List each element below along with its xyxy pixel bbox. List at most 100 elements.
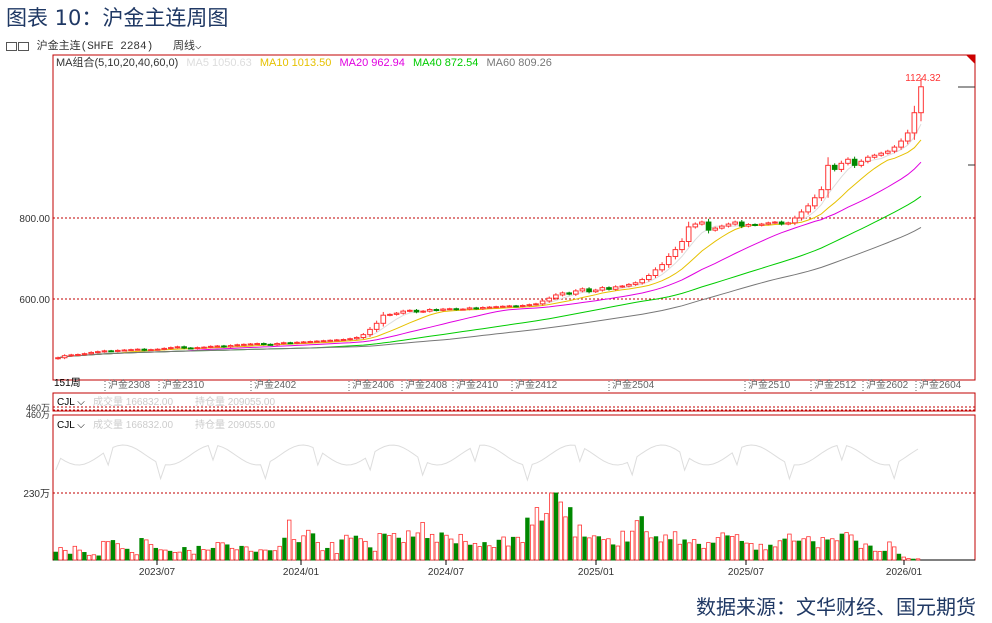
candle-body bbox=[553, 294, 559, 299]
volume-bar bbox=[787, 533, 792, 561]
volume-bar bbox=[77, 549, 82, 561]
volume-bar bbox=[739, 540, 744, 561]
candle-body bbox=[579, 288, 586, 292]
volume-bar bbox=[287, 519, 292, 561]
candle-body bbox=[679, 240, 685, 251]
candle-body bbox=[433, 309, 440, 312]
candle-body bbox=[168, 347, 174, 350]
candle-body bbox=[128, 349, 134, 352]
volume-bar bbox=[763, 549, 768, 561]
volume-bar bbox=[468, 544, 473, 561]
candle-body bbox=[486, 306, 493, 309]
candle-body bbox=[360, 334, 367, 338]
candle-body bbox=[466, 307, 473, 310]
candle-body bbox=[612, 286, 619, 290]
volume-bar bbox=[510, 536, 516, 561]
volume-bar bbox=[906, 558, 911, 561]
volume-bar bbox=[377, 533, 382, 561]
candle-body bbox=[75, 353, 81, 356]
ma10-line bbox=[57, 139, 922, 359]
candle-body bbox=[300, 341, 307, 344]
volume-bar bbox=[291, 539, 297, 561]
candle-body bbox=[619, 285, 626, 288]
volume-bar bbox=[653, 536, 659, 561]
candle-body bbox=[732, 221, 738, 225]
candle-body bbox=[347, 338, 353, 341]
candle-body bbox=[911, 112, 918, 134]
candle-body bbox=[506, 305, 513, 308]
volume-bar bbox=[682, 539, 687, 561]
candle-body bbox=[161, 347, 168, 350]
candle-body bbox=[221, 345, 227, 348]
candle-body bbox=[765, 222, 772, 225]
candle-body bbox=[845, 158, 851, 164]
volume-bar bbox=[272, 550, 278, 561]
corner-marker bbox=[966, 55, 975, 64]
volume-bar bbox=[591, 535, 597, 561]
ma20-label: MA20 962.94 bbox=[339, 57, 405, 69]
candle-body bbox=[413, 309, 420, 313]
ma-indicator-bar: MA组合(5,10,20,40,60,0) MA5 1050.63 MA10 1… bbox=[56, 54, 557, 70]
volume-bar bbox=[696, 543, 702, 561]
candle-body bbox=[480, 307, 486, 310]
volume-bar bbox=[415, 532, 421, 561]
volume-bar bbox=[715, 537, 721, 561]
volume-bar bbox=[315, 542, 320, 561]
candle-body bbox=[606, 287, 612, 290]
volume-bar bbox=[534, 507, 540, 561]
last-price-label: 1124.32 bbox=[905, 73, 941, 84]
candle-body bbox=[327, 339, 334, 342]
candle-body bbox=[68, 354, 75, 357]
volume-bar bbox=[825, 539, 830, 561]
candle-body bbox=[725, 223, 732, 227]
ma-group-label[interactable]: MA组合(5,10,20,40,60,0) bbox=[56, 57, 179, 69]
candle-body bbox=[320, 340, 327, 343]
volume-bar bbox=[525, 517, 530, 561]
volume-bar bbox=[768, 544, 773, 561]
volume-bar bbox=[710, 542, 716, 561]
candle-body bbox=[566, 292, 572, 295]
volume-bar bbox=[520, 542, 525, 561]
volume-bar bbox=[630, 530, 635, 561]
x-tick-label: 2025/07 bbox=[728, 567, 765, 578]
ma5-line bbox=[57, 123, 922, 359]
candle-body bbox=[174, 346, 181, 349]
volume-bar bbox=[453, 543, 459, 561]
volume-bar bbox=[234, 549, 239, 561]
candle-body bbox=[234, 344, 241, 347]
candle-body bbox=[805, 205, 811, 213]
volume-bar bbox=[644, 531, 649, 561]
volume-bar bbox=[172, 552, 178, 561]
ma60-label: MA60 809.26 bbox=[486, 57, 552, 69]
candle-body bbox=[61, 355, 68, 359]
period-selector[interactable]: 周线⌵ bbox=[173, 41, 202, 53]
volume-bar bbox=[101, 540, 106, 561]
candle-body bbox=[241, 343, 247, 346]
volume-bar bbox=[67, 553, 73, 561]
volume-bar bbox=[153, 547, 159, 561]
candle-body bbox=[572, 290, 579, 295]
contract-label: 沪金2308 bbox=[108, 378, 151, 391]
mini-volume-frame bbox=[52, 392, 976, 412]
volume-bar bbox=[830, 538, 835, 561]
volume-bar bbox=[301, 535, 306, 561]
ma40-line bbox=[57, 195, 922, 359]
volume-bar bbox=[806, 536, 811, 561]
candle-body bbox=[440, 308, 446, 311]
volume-bar bbox=[529, 524, 535, 561]
volume-bar bbox=[911, 558, 916, 561]
volume-bar bbox=[472, 542, 478, 561]
volume-bar bbox=[296, 542, 301, 561]
candle-body bbox=[187, 347, 194, 350]
volume-bar bbox=[167, 550, 173, 561]
volume-bar bbox=[482, 542, 487, 561]
volume-bar bbox=[753, 549, 759, 561]
volume-bar bbox=[334, 553, 340, 561]
volume-bar bbox=[196, 545, 201, 561]
candle-body bbox=[758, 223, 765, 226]
contract-label: 沪金2310 bbox=[162, 378, 205, 391]
volume-bar bbox=[115, 543, 120, 561]
volume-bar bbox=[801, 538, 806, 561]
candlestick-chart[interactable]: 600.00 800.00 1124.32 151周 沪金2308 沪金2310 沪金24… bbox=[0, 0, 992, 590]
candle-body bbox=[460, 308, 466, 311]
